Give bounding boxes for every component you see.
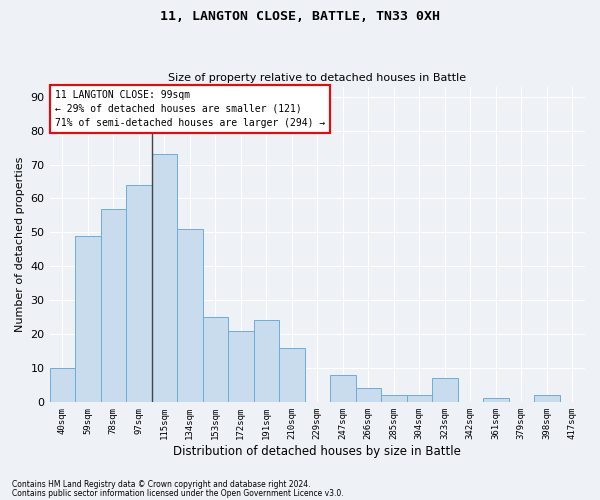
Bar xyxy=(101,208,126,402)
Bar xyxy=(432,378,458,402)
Bar xyxy=(50,368,75,402)
Bar xyxy=(407,395,432,402)
Bar xyxy=(75,236,101,402)
X-axis label: Distribution of detached houses by size in Battle: Distribution of detached houses by size … xyxy=(173,444,461,458)
Bar xyxy=(203,317,228,402)
Bar xyxy=(177,229,203,402)
Bar xyxy=(330,374,356,402)
Bar xyxy=(534,395,560,402)
Bar xyxy=(279,348,305,402)
Bar xyxy=(228,330,254,402)
Title: Size of property relative to detached houses in Battle: Size of property relative to detached ho… xyxy=(168,73,466,83)
Bar xyxy=(381,395,407,402)
Y-axis label: Number of detached properties: Number of detached properties xyxy=(15,156,25,332)
Text: 11, LANGTON CLOSE, BATTLE, TN33 0XH: 11, LANGTON CLOSE, BATTLE, TN33 0XH xyxy=(160,10,440,23)
Text: 11 LANGTON CLOSE: 99sqm
← 29% of detached houses are smaller (121)
71% of semi-d: 11 LANGTON CLOSE: 99sqm ← 29% of detache… xyxy=(55,90,325,128)
Bar xyxy=(254,320,279,402)
Bar xyxy=(483,398,509,402)
Text: Contains public sector information licensed under the Open Government Licence v3: Contains public sector information licen… xyxy=(12,488,344,498)
Bar xyxy=(126,185,152,402)
Text: Contains HM Land Registry data © Crown copyright and database right 2024.: Contains HM Land Registry data © Crown c… xyxy=(12,480,311,489)
Bar xyxy=(356,388,381,402)
Bar xyxy=(152,154,177,402)
